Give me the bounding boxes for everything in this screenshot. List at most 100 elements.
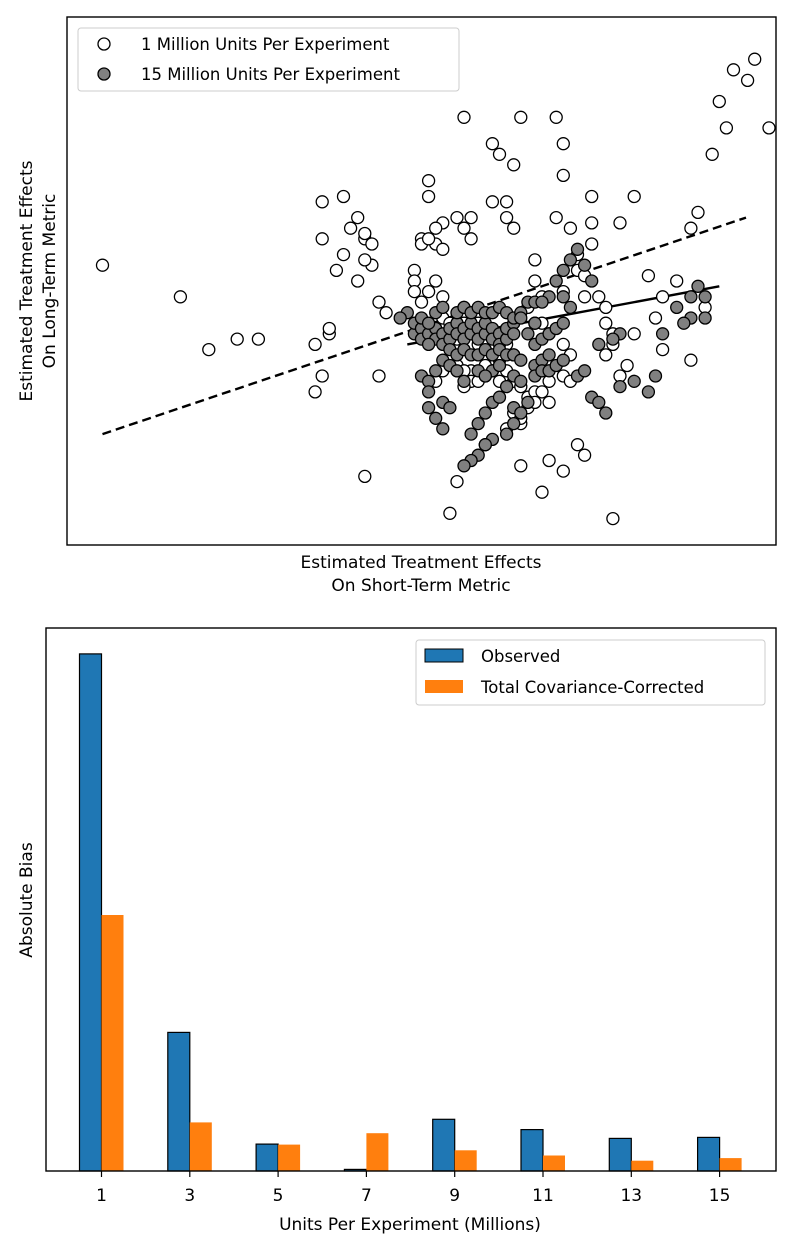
scatter-point-1m — [358, 469, 372, 484]
scatter-point-1m — [202, 342, 216, 357]
scatter-point-15m — [613, 379, 627, 394]
scatter-point-1m — [620, 358, 634, 373]
scatter-point-15m — [429, 364, 443, 378]
scatter-point-1m — [627, 189, 641, 204]
scatter-point-1m — [358, 226, 372, 241]
bars — [78, 653, 742, 1172]
scatter-point-1m — [599, 348, 613, 362]
scatter-point-1m — [421, 232, 436, 246]
scatter-point-1m — [613, 216, 627, 230]
scatter-point-15m — [436, 300, 450, 315]
scatter-point-15m — [436, 422, 450, 436]
scatter-point-1m — [627, 327, 641, 341]
scatter-point-15m — [499, 379, 514, 394]
scatter-point-1m — [457, 221, 471, 235]
bar-observed — [255, 1143, 279, 1172]
scatter-point-15m — [535, 295, 549, 309]
scatter-point-1m — [542, 395, 556, 410]
scatter-point-15m — [592, 337, 606, 352]
scatter-point-1m — [556, 168, 570, 183]
scatter-point-15m — [577, 258, 592, 272]
bar-corrected — [366, 1133, 389, 1171]
scatter-legend: 1 Million Units Per Experiment 15 Millio… — [77, 27, 460, 92]
legend-label-corrected: Total Covariance-Corrected — [480, 678, 704, 697]
scatter-point-1m — [351, 210, 365, 225]
scatter-point-15m — [528, 316, 542, 330]
scatter-point-1m — [549, 210, 563, 225]
scatter-point-15m — [478, 438, 492, 452]
scatter-point-1m — [308, 385, 322, 399]
scatter-point-1m — [556, 137, 570, 151]
scatter-point-1m — [372, 369, 386, 383]
scatter-point-1m — [436, 242, 450, 256]
scatter-point-1m — [499, 210, 514, 225]
scatter-point-15m — [556, 290, 570, 304]
scatter-point-1m — [173, 290, 188, 304]
legend-swatch-corrected — [425, 680, 463, 693]
bar-corrected — [101, 915, 124, 1171]
scatter-point-1m — [379, 306, 393, 320]
scatter-point-1m — [563, 221, 578, 235]
scatter-point-15m — [499, 427, 514, 441]
scatter-point-15m — [492, 390, 507, 404]
legend-swatch-observed — [424, 648, 464, 663]
scatter-point-1m — [450, 210, 464, 225]
scatter-point-15m — [556, 263, 570, 278]
bar-corrected — [719, 1158, 742, 1171]
x-tick-label: 7 — [361, 1186, 372, 1206]
bar-observed — [432, 1118, 456, 1172]
x-tick-label: 3 — [184, 1186, 195, 1206]
scatter-point-1m — [705, 147, 719, 161]
scatter-point-1m — [464, 232, 478, 246]
legend-label-observed: Observed — [481, 647, 560, 666]
scatter-point-1m — [421, 174, 436, 188]
scatter-point-15m — [556, 353, 570, 367]
x-tick-label: 5 — [273, 1186, 284, 1206]
scatter-point-1m — [308, 337, 322, 352]
scatter-point-1m — [230, 332, 244, 346]
scatter-point-1m — [585, 189, 599, 204]
scatter-plot-frame — [66, 16, 777, 546]
bar-plot-frame — [45, 627, 777, 1172]
scatter-point-1m — [577, 290, 592, 304]
scatter-point-1m — [712, 94, 726, 109]
scatter-point-1m — [655, 342, 670, 357]
scatter-point-1m — [351, 274, 365, 288]
scatter-point-15m — [556, 316, 570, 330]
bar-corrected — [278, 1144, 301, 1171]
scatter-point-15m — [507, 416, 521, 431]
scatter-point-15m — [464, 427, 478, 441]
x-tick-label: 9 — [449, 1186, 460, 1206]
scatter-points — [95, 52, 776, 526]
scatter-ylabel-line1: Estimated Treatment Effects — [17, 160, 37, 401]
scatter-point-15m — [542, 348, 556, 362]
scatter-point-15m — [627, 374, 641, 388]
scatter-point-15m — [677, 316, 691, 330]
scatter-point-1m — [336, 189, 351, 204]
scatter-point-15m — [655, 327, 670, 341]
scatter-point-1m — [670, 274, 684, 288]
scatter-point-15m — [563, 300, 578, 315]
scatter-point-15m — [421, 337, 436, 352]
scatter-point-1m — [606, 511, 620, 526]
scatter-xlabel-line1: Estimated Treatment Effects — [301, 553, 542, 573]
scatter-point-1m — [507, 221, 521, 235]
scatter-point-1m — [542, 453, 556, 468]
scatter-point-15m — [549, 274, 563, 288]
scatter-point-1m — [585, 216, 599, 230]
scatter-point-1m — [641, 269, 656, 283]
scatter-point-1m — [684, 221, 698, 235]
scatter-point-15m — [514, 406, 528, 420]
scatter-point-1m — [407, 284, 422, 299]
scatter-point-1m — [336, 247, 351, 262]
scatter-point-15m — [570, 242, 585, 256]
scatter-point-15m — [471, 416, 485, 431]
scatter-point-1m — [684, 353, 698, 367]
scatter-point-1m — [464, 210, 478, 225]
scatter-point-1m — [485, 195, 500, 209]
bar-corrected — [543, 1155, 565, 1171]
scatter-point-1m — [556, 337, 570, 352]
scatter-point-1m — [535, 385, 549, 399]
scatter-point-1m — [315, 369, 329, 383]
